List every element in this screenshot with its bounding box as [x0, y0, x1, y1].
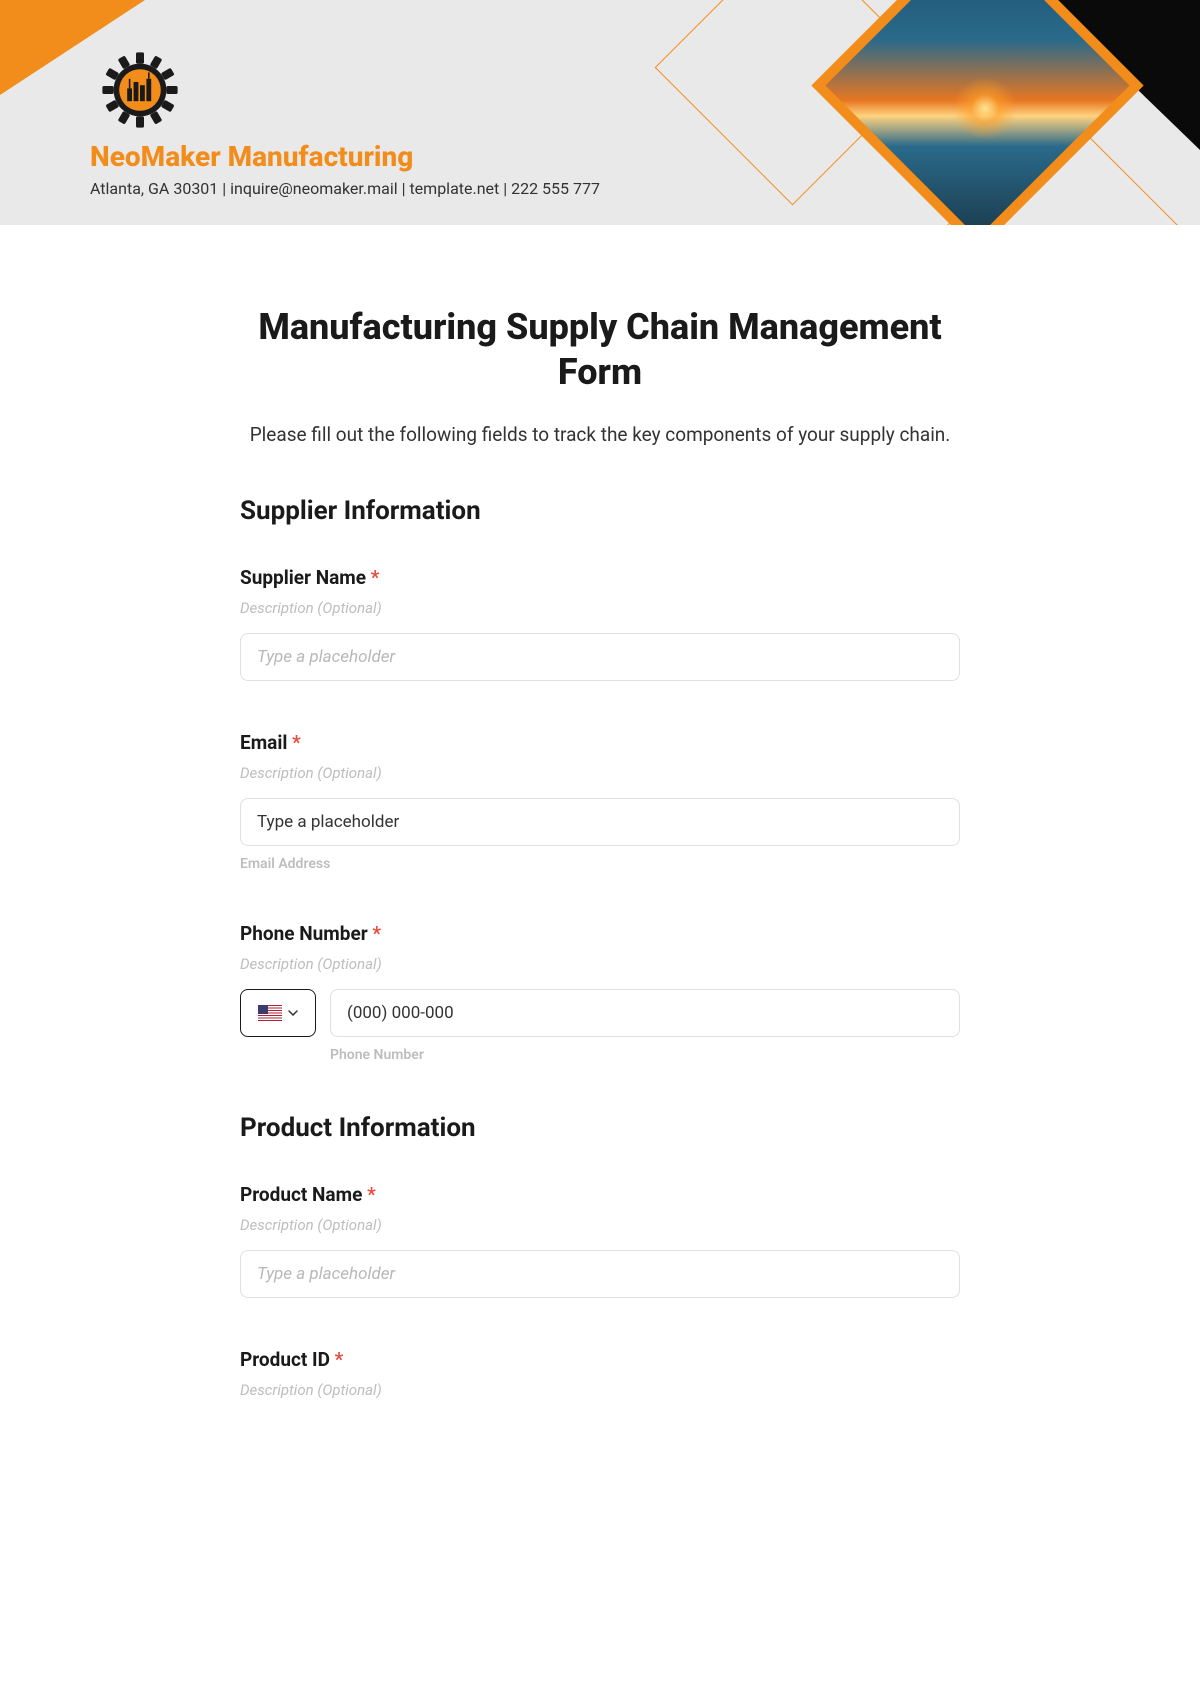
- field-label: Supplier Name *: [240, 566, 960, 589]
- supplier-name-input[interactable]: [240, 633, 960, 681]
- required-mark: *: [335, 1348, 344, 1371]
- field-description: Description (Optional): [240, 599, 960, 617]
- field-label: Email *: [240, 731, 960, 754]
- field-product-id: Product ID * Description (Optional): [240, 1348, 960, 1399]
- field-sublabel: Email Address: [240, 856, 960, 872]
- logo-block: NeoMaker Manufacturing Atlanta, GA 30301…: [90, 50, 600, 198]
- label-text: Supplier Name: [240, 566, 366, 589]
- company-name: NeoMaker Manufacturing: [90, 140, 600, 173]
- email-input[interactable]: [240, 798, 960, 846]
- label-text: Email: [240, 731, 287, 754]
- label-text: Phone Number: [240, 922, 368, 945]
- page-header: NeoMaker Manufacturing Atlanta, GA 30301…: [0, 0, 1200, 225]
- field-label: Phone Number *: [240, 922, 960, 945]
- required-mark: *: [367, 1183, 376, 1206]
- field-supplier-name: Supplier Name * Description (Optional): [240, 566, 960, 681]
- form-title: Manufacturing Supply Chain Management Fo…: [240, 305, 960, 395]
- section-title-supplier: Supplier Information: [240, 496, 960, 526]
- required-mark: *: [292, 731, 301, 754]
- field-description: Description (Optional): [240, 764, 960, 782]
- company-contact-line: Atlanta, GA 30301 | inquire@neomaker.mai…: [90, 179, 600, 198]
- field-label: Product ID *: [240, 1348, 960, 1371]
- required-mark: *: [371, 566, 380, 589]
- field-product-name: Product Name * Description (Optional): [240, 1183, 960, 1298]
- flag-us-icon: [258, 1005, 282, 1021]
- field-description: Description (Optional): [240, 1216, 960, 1234]
- gear-logo-icon: [100, 50, 180, 130]
- country-code-select[interactable]: [240, 989, 316, 1037]
- required-mark: *: [372, 922, 381, 945]
- field-phone: Phone Number * Description (Optional) Ph…: [240, 922, 960, 1063]
- product-name-input[interactable]: [240, 1250, 960, 1298]
- form-subtitle: Please fill out the following fields to …: [240, 423, 960, 446]
- field-email: Email * Description (Optional) Email Add…: [240, 731, 960, 872]
- phone-input[interactable]: [330, 989, 960, 1037]
- label-text: Product ID: [240, 1348, 330, 1371]
- field-description: Description (Optional): [240, 955, 960, 973]
- chevron-down-icon: [288, 1008, 298, 1018]
- field-label: Product Name *: [240, 1183, 960, 1206]
- label-text: Product Name: [240, 1183, 362, 1206]
- form-content: Manufacturing Supply Chain Management Fo…: [190, 225, 1010, 1455]
- field-sublabel: Phone Number: [330, 1047, 960, 1063]
- field-description: Description (Optional): [240, 1381, 960, 1399]
- section-title-product: Product Information: [240, 1113, 960, 1143]
